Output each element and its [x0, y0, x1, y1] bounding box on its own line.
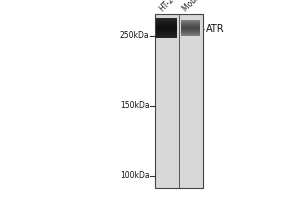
Bar: [156, 20, 177, 21]
Bar: [181, 32, 200, 33]
Bar: [181, 33, 200, 34]
Bar: [181, 30, 200, 31]
Bar: [156, 30, 177, 31]
Bar: [181, 26, 200, 27]
Bar: [181, 33, 200, 34]
Bar: [156, 26, 177, 27]
Bar: [181, 35, 200, 36]
Bar: [156, 37, 177, 38]
Bar: [181, 23, 200, 24]
Text: ATR: ATR: [206, 24, 224, 34]
Bar: [156, 32, 177, 33]
Bar: [156, 36, 177, 37]
Bar: [156, 31, 177, 32]
Bar: [181, 22, 200, 23]
Bar: [156, 20, 177, 21]
Bar: [154, 14, 202, 188]
Bar: [156, 25, 177, 26]
Bar: [156, 19, 177, 20]
Bar: [156, 24, 177, 25]
Bar: [156, 27, 177, 28]
Text: 100kDa: 100kDa: [120, 171, 149, 180]
Bar: [156, 33, 177, 34]
Bar: [181, 27, 200, 28]
Bar: [156, 30, 177, 31]
Bar: [181, 21, 200, 22]
Bar: [156, 33, 177, 34]
Bar: [181, 25, 200, 26]
Bar: [156, 31, 177, 32]
Bar: [181, 28, 200, 29]
Bar: [156, 29, 177, 30]
Bar: [156, 35, 177, 36]
Text: 150kDa: 150kDa: [120, 102, 149, 110]
Bar: [181, 30, 200, 31]
Bar: [156, 37, 177, 38]
Bar: [156, 19, 177, 20]
Text: HT-29: HT-29: [157, 0, 179, 13]
Bar: [181, 31, 200, 32]
Bar: [156, 18, 177, 19]
Bar: [181, 24, 200, 25]
Bar: [156, 29, 177, 30]
Bar: [181, 27, 200, 28]
Bar: [181, 24, 200, 25]
Text: Mouse testis: Mouse testis: [181, 0, 222, 13]
Bar: [156, 35, 177, 36]
Bar: [156, 23, 177, 24]
Bar: [156, 18, 177, 19]
Bar: [156, 28, 177, 29]
Bar: [156, 34, 177, 35]
Bar: [181, 20, 200, 21]
Bar: [156, 22, 177, 23]
Bar: [181, 34, 200, 35]
Bar: [181, 21, 200, 22]
Bar: [181, 29, 200, 30]
Bar: [156, 21, 177, 22]
Bar: [156, 36, 177, 37]
Text: 250kDa: 250kDa: [120, 31, 149, 40]
Bar: [156, 32, 177, 33]
Bar: [156, 34, 177, 35]
